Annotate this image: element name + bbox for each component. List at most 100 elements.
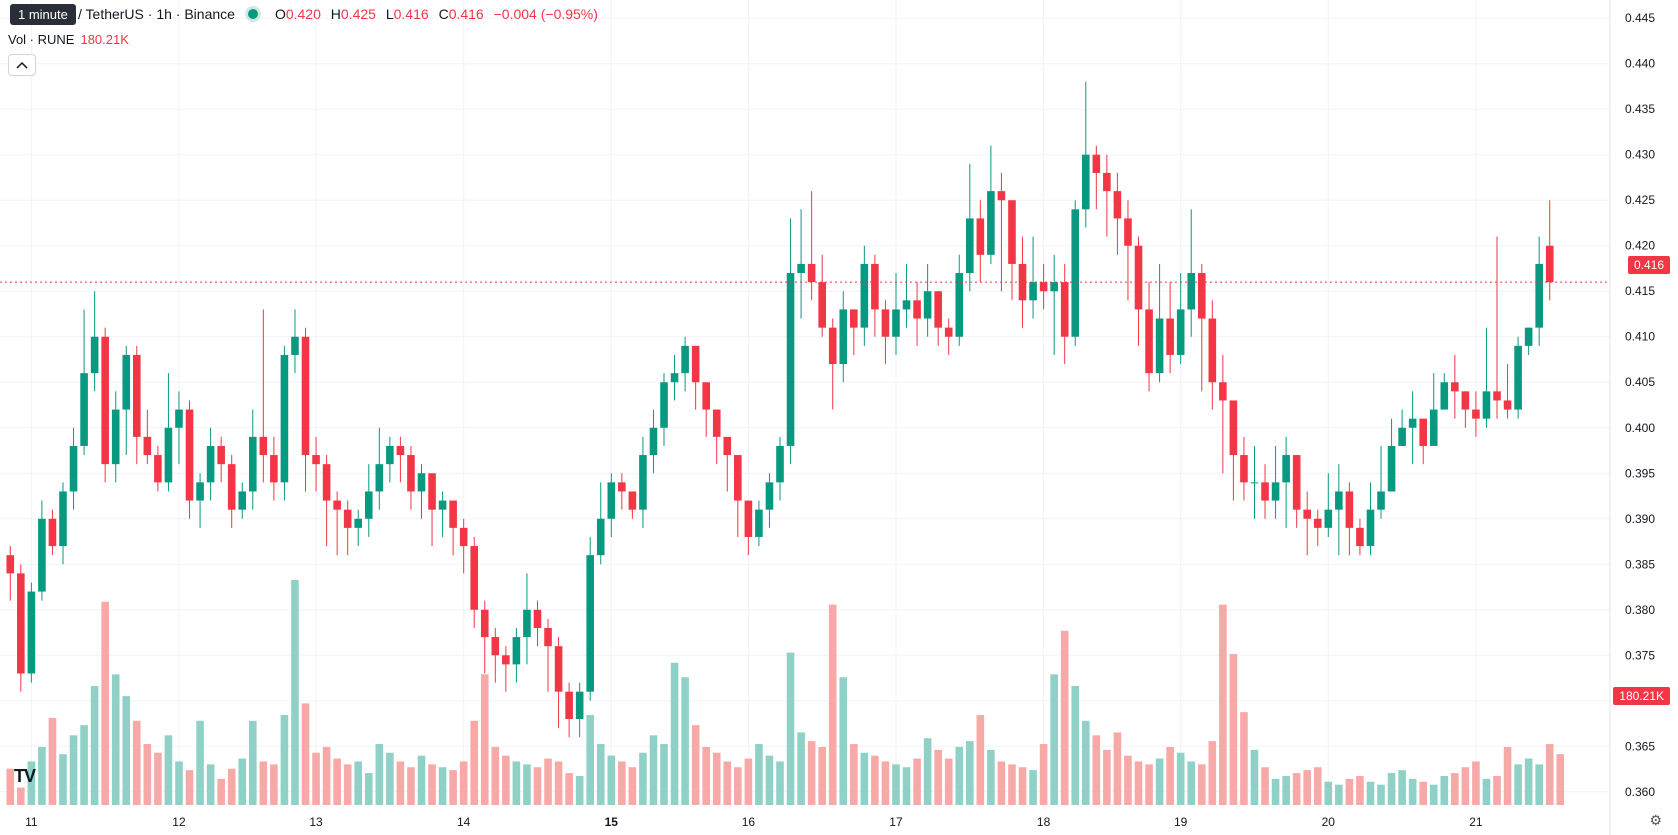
candle-body	[386, 445, 394, 465]
volume-bar	[987, 749, 995, 805]
market-status-icon[interactable]	[244, 6, 261, 22]
candle-body	[59, 491, 67, 547]
candle-body	[755, 509, 763, 537]
candle-body	[923, 291, 932, 319]
volume-bar	[1176, 752, 1185, 805]
collapse-legend-button[interactable]	[8, 54, 36, 76]
volume-bar	[438, 767, 447, 805]
candle-body	[1535, 263, 1543, 328]
price-tick-label: 0.360	[1625, 785, 1655, 799]
candle	[997, 172, 1006, 292]
candle-body	[892, 309, 900, 337]
candle-body	[1145, 309, 1153, 374]
volume-bar	[860, 752, 869, 805]
price-axis[interactable]: 0.445 0.440 0.435 0.430 0.425 0.420 0.415 0.410…	[1609, 0, 1655, 835]
candle	[122, 345, 131, 456]
candle	[649, 409, 658, 474]
candle-body	[1029, 282, 1037, 301]
volume-bar	[48, 717, 57, 805]
candle	[111, 391, 120, 483]
candle-body	[270, 455, 278, 483]
candle	[1271, 445, 1280, 519]
candle-body	[375, 464, 384, 492]
volume-bar	[1377, 784, 1385, 805]
candle	[291, 309, 299, 374]
candle	[428, 473, 436, 547]
chevron-up-icon	[16, 61, 28, 69]
price-tick-label: 0.375	[1625, 648, 1655, 662]
candle	[206, 427, 215, 501]
candle-body	[797, 263, 805, 274]
volume-bar	[1092, 735, 1101, 805]
candle-body	[1451, 382, 1459, 392]
volume-bar	[1366, 781, 1375, 805]
candle-body	[596, 518, 605, 556]
volume-bar	[1482, 778, 1491, 805]
volume-bar	[1461, 767, 1470, 805]
candle-body	[227, 464, 236, 510]
volume-bar	[1039, 744, 1048, 805]
volume-bar	[1356, 775, 1364, 805]
time-axis[interactable]: 11 12 13 14 15 16 17 18 19 20 21	[25, 815, 1483, 829]
candle-body	[1018, 263, 1027, 301]
candle-body	[80, 373, 88, 446]
volume-bar	[1387, 773, 1396, 805]
candle-body	[333, 500, 341, 510]
volume-bar	[175, 761, 183, 805]
price-tick-label: 0.435	[1625, 102, 1655, 116]
candle-body	[480, 609, 489, 638]
candle-body	[1292, 455, 1301, 510]
volume-bar	[396, 761, 405, 805]
candle	[459, 518, 468, 574]
volume-bar	[512, 761, 521, 805]
volume-bar	[744, 758, 753, 805]
candle	[839, 291, 848, 383]
candle-body	[90, 336, 99, 374]
volume-bar	[270, 764, 278, 805]
candle	[712, 409, 721, 465]
candle	[301, 327, 310, 492]
candle-body	[1461, 391, 1470, 410]
candle	[618, 473, 626, 510]
candle-body	[1398, 427, 1406, 446]
candle-body	[1229, 400, 1238, 456]
gear-icon[interactable]: ⚙	[1649, 812, 1662, 828]
candle	[734, 455, 742, 537]
symbol-title[interactable]: / TetherUS · 1h · Binance	[78, 6, 235, 22]
volume-bar	[449, 770, 457, 805]
volume-bar	[1556, 754, 1565, 805]
candle-body	[417, 473, 426, 492]
candle-body	[533, 609, 542, 628]
candle-body	[1134, 245, 1143, 310]
volume-bar	[364, 773, 373, 805]
volume-bar	[976, 715, 985, 805]
candle-body	[544, 627, 552, 647]
volume-bar	[80, 725, 88, 805]
volume-bar	[386, 752, 394, 805]
candle-body	[1113, 191, 1122, 219]
candle-body	[1503, 400, 1512, 410]
candles	[6, 81, 1554, 738]
candle	[1408, 391, 1417, 465]
candle-body	[1197, 273, 1206, 319]
volume-bar	[839, 677, 848, 805]
volume-bar	[1472, 761, 1480, 805]
candle-body	[1493, 391, 1501, 401]
candle	[248, 409, 257, 510]
candle	[1166, 282, 1174, 374]
candle-body	[765, 482, 774, 510]
volume-bar	[1103, 749, 1111, 805]
volume-bar	[712, 752, 721, 805]
candle-body	[691, 345, 700, 383]
candle	[1250, 445, 1259, 519]
candle	[860, 245, 869, 346]
tradingview-logo-icon[interactable]: TV	[14, 766, 36, 786]
chart-grid	[0, 0, 1610, 810]
candle	[69, 427, 78, 510]
volume-bar	[955, 746, 964, 805]
volume-bar	[217, 778, 225, 805]
volume-bar	[1155, 758, 1164, 805]
candle	[596, 482, 605, 565]
volume-bar	[1535, 764, 1543, 805]
